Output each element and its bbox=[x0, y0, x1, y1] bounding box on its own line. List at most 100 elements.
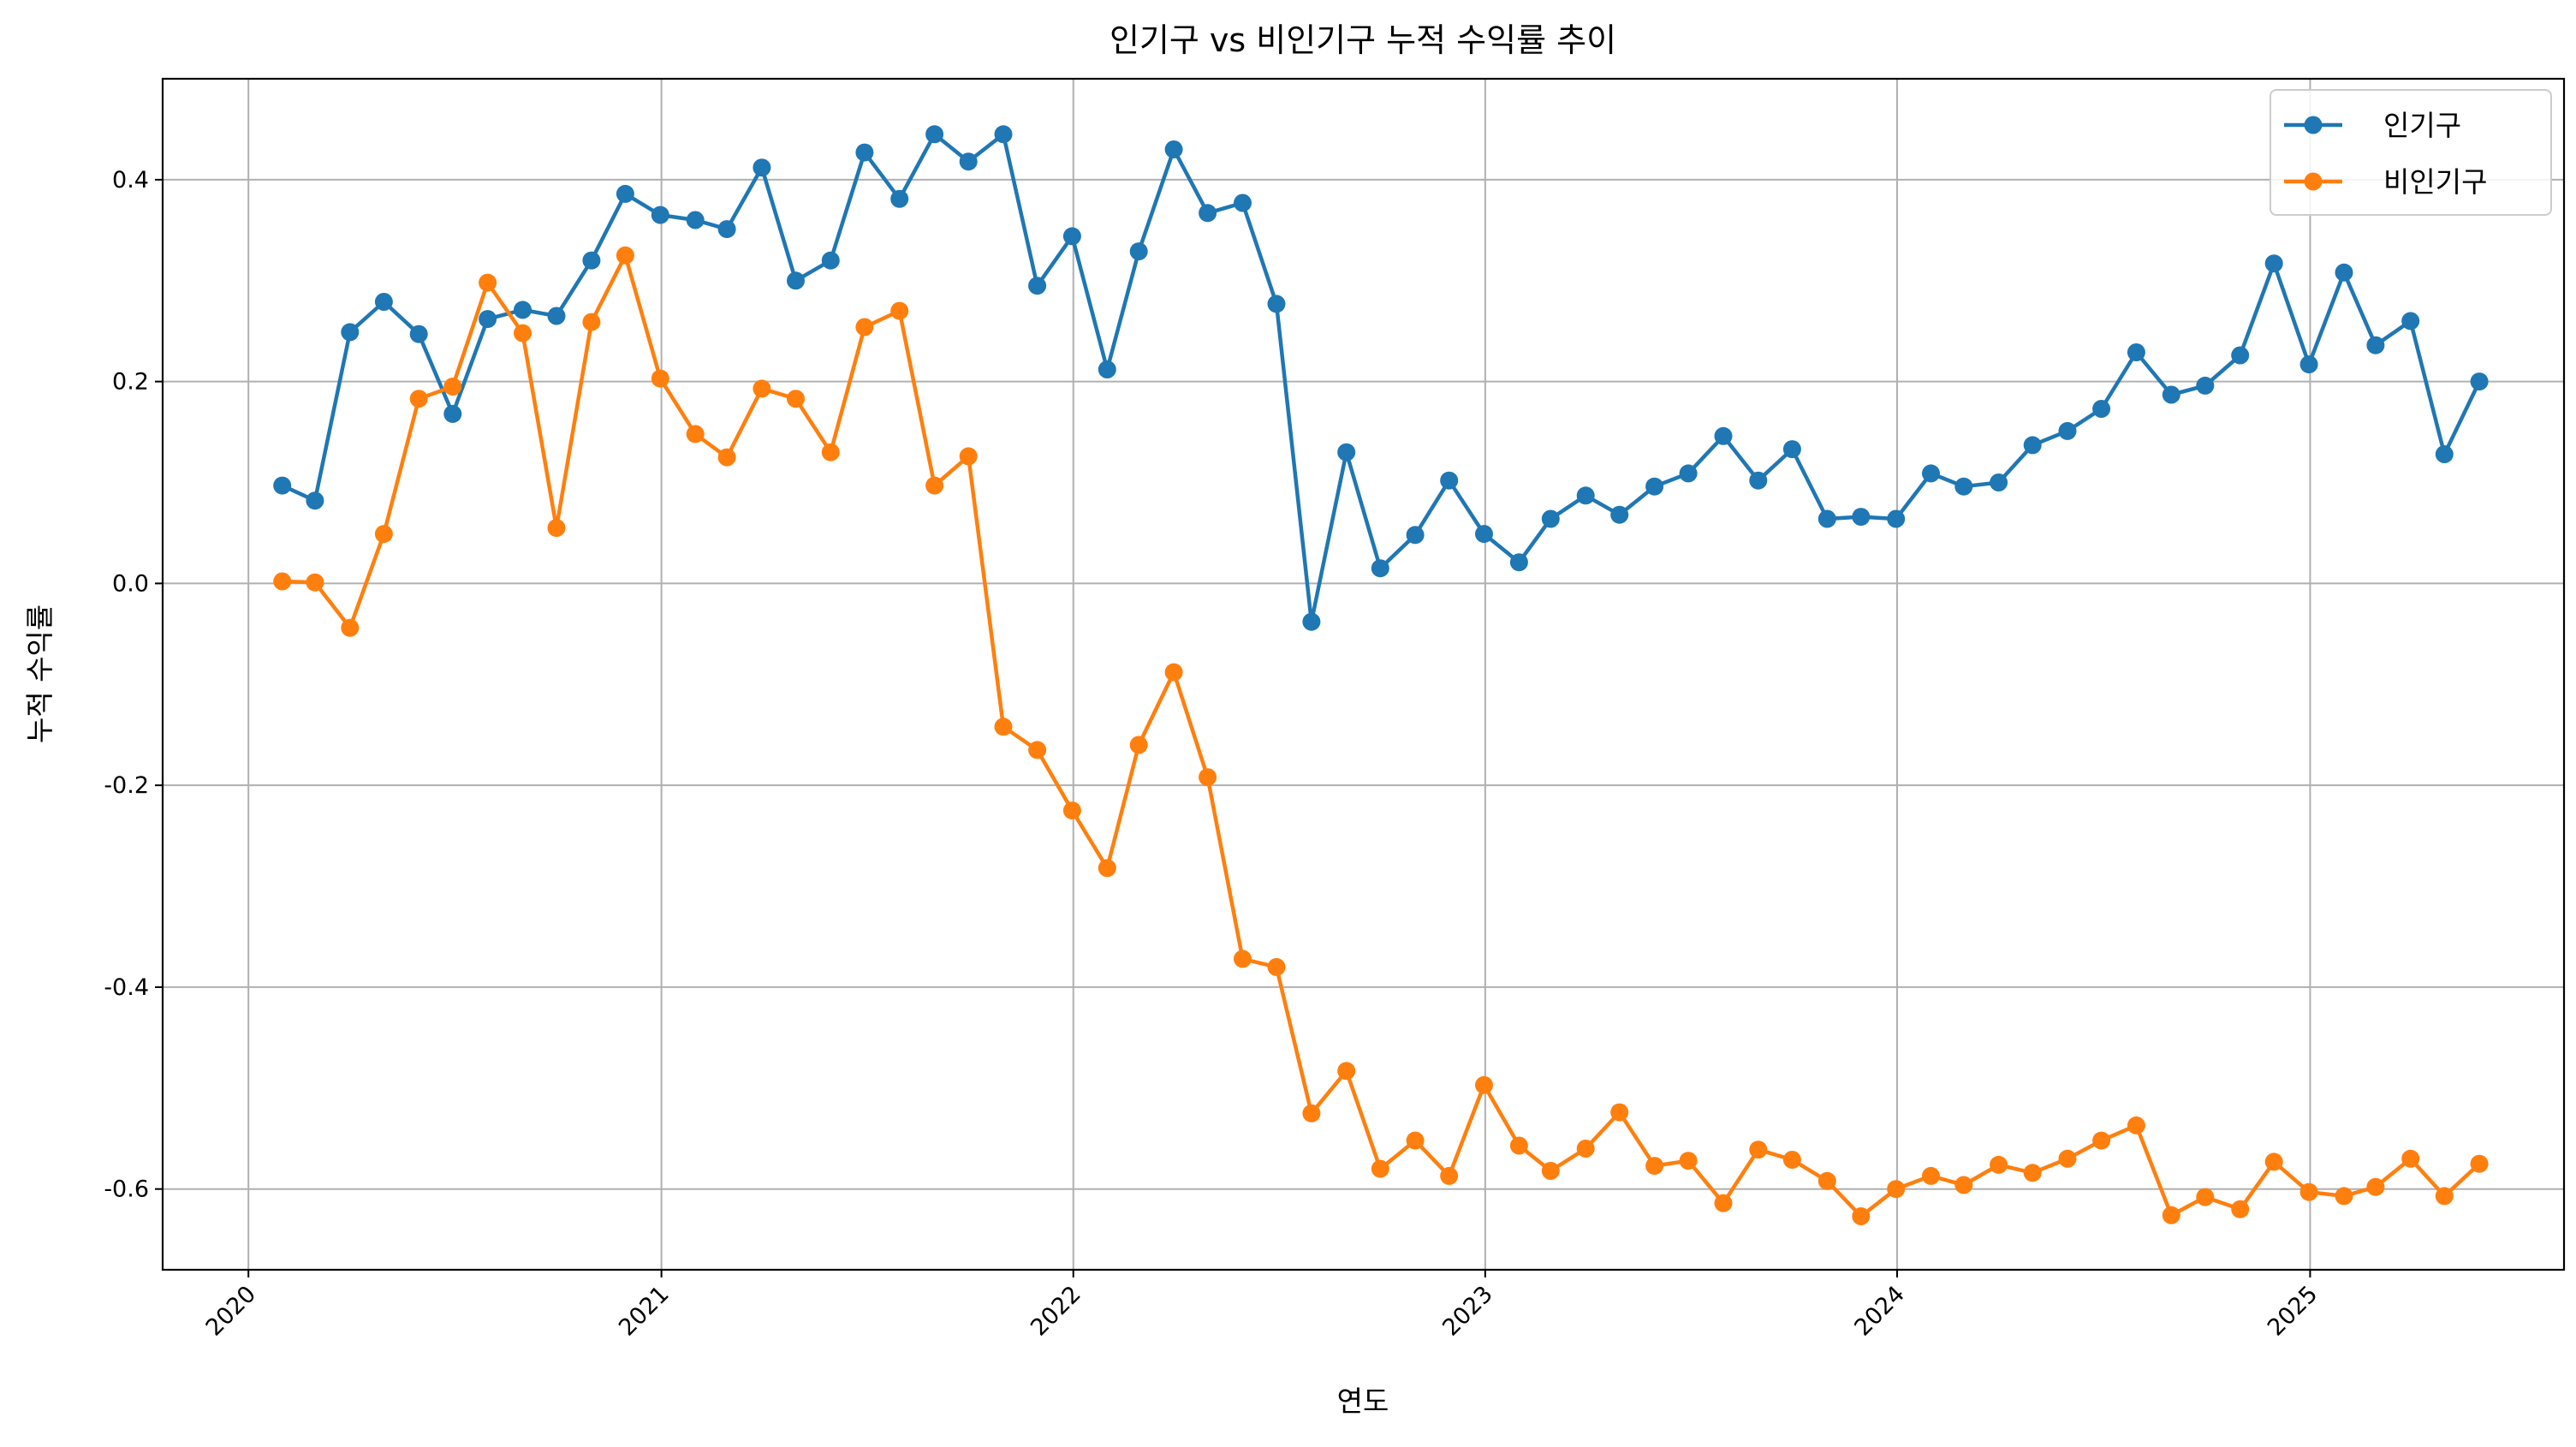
data-point bbox=[443, 404, 462, 423]
data-point bbox=[1440, 1166, 1459, 1185]
data-point bbox=[1371, 1159, 1389, 1178]
data-point bbox=[1610, 505, 1629, 524]
data-point bbox=[479, 273, 497, 292]
data-point bbox=[582, 313, 601, 331]
y-axis-title: 누적 수익률 bbox=[23, 604, 57, 743]
data-point bbox=[1817, 1171, 1836, 1190]
data-point bbox=[2366, 1177, 2385, 1196]
data-point bbox=[2264, 254, 2283, 273]
data-point bbox=[1062, 801, 1081, 820]
data-point bbox=[959, 152, 978, 171]
data-point bbox=[1922, 1166, 1940, 1185]
data-point bbox=[994, 125, 1013, 144]
data-point bbox=[2470, 1154, 2489, 1173]
data-point bbox=[341, 323, 360, 342]
data-point bbox=[753, 379, 771, 398]
data-point bbox=[1337, 443, 1356, 461]
data-point bbox=[582, 251, 601, 270]
data-point bbox=[547, 307, 566, 325]
y-tick-label: 0.2 bbox=[112, 369, 149, 396]
data-point bbox=[409, 390, 428, 408]
data-point bbox=[341, 618, 360, 637]
data-point bbox=[1062, 227, 1081, 246]
data-point bbox=[1782, 440, 1801, 459]
data-point bbox=[1406, 526, 1425, 545]
data-point bbox=[1576, 486, 1595, 505]
data-point bbox=[1406, 1131, 1425, 1150]
data-point bbox=[1164, 140, 1183, 158]
data-point bbox=[1098, 360, 1116, 378]
data-point bbox=[994, 718, 1013, 736]
data-point bbox=[1645, 1157, 1664, 1176]
data-point bbox=[1887, 509, 1906, 528]
data-point bbox=[2162, 1206, 2180, 1224]
data-point bbox=[1887, 1180, 1906, 1199]
data-point bbox=[273, 476, 292, 495]
data-point bbox=[2470, 372, 2489, 391]
data-point bbox=[753, 158, 771, 177]
data-point bbox=[1164, 663, 1183, 682]
data-point bbox=[514, 301, 532, 319]
data-point bbox=[2196, 376, 2215, 395]
data-point bbox=[1922, 464, 1940, 483]
data-point bbox=[1129, 735, 1148, 754]
data-point bbox=[787, 271, 805, 290]
series-layer bbox=[273, 125, 2489, 1225]
legend-label-unpopular: 비인기구 bbox=[2383, 165, 2487, 199]
data-point bbox=[2401, 1149, 2420, 1168]
data-point bbox=[1645, 477, 1664, 496]
data-point bbox=[2092, 1131, 2111, 1150]
data-point bbox=[2092, 400, 2111, 418]
data-point bbox=[1475, 525, 1493, 544]
data-point bbox=[1337, 1062, 1356, 1081]
y-tick-label: 0.0 bbox=[112, 570, 149, 597]
data-point bbox=[2058, 421, 2077, 440]
y-axis: -0.6 -0.4 -0.2 0.0 0.2 0.4 bbox=[104, 167, 163, 1203]
data-point bbox=[1852, 508, 1871, 527]
data-point bbox=[686, 425, 705, 444]
data-point bbox=[1028, 741, 1047, 759]
data-point bbox=[2299, 1182, 2318, 1201]
data-point bbox=[855, 318, 874, 336]
data-point bbox=[2366, 336, 2385, 354]
data-point bbox=[1541, 1162, 1560, 1180]
legend-marker-popular bbox=[2304, 116, 2323, 134]
y-tick-label: -0.4 bbox=[104, 974, 149, 1001]
data-point bbox=[1749, 1140, 1768, 1159]
data-point bbox=[2023, 436, 2042, 455]
data-point bbox=[651, 205, 669, 224]
data-point bbox=[374, 293, 393, 311]
data-point bbox=[2401, 312, 2420, 330]
chart-title: 인기구 vs 비인기구 누적 수익률 추이 bbox=[1110, 21, 1616, 59]
data-point bbox=[409, 325, 428, 343]
data-point bbox=[1576, 1140, 1595, 1158]
data-point bbox=[547, 519, 566, 538]
data-point bbox=[890, 301, 909, 320]
legend-marker-unpopular bbox=[2304, 172, 2323, 191]
data-point bbox=[1714, 426, 1733, 445]
data-point bbox=[925, 125, 944, 144]
data-point bbox=[1267, 957, 1286, 976]
data-point bbox=[1302, 1104, 1321, 1122]
data-point bbox=[821, 443, 840, 461]
data-point bbox=[2264, 1152, 2283, 1171]
plot-frame bbox=[161, 77, 2566, 1271]
data-point bbox=[1098, 859, 1116, 878]
data-point bbox=[1509, 1136, 1528, 1155]
y-tick-label: -0.6 bbox=[104, 1176, 149, 1203]
data-point bbox=[1817, 509, 1836, 528]
x-axis-title: 연도 bbox=[1337, 1384, 1389, 1418]
data-point bbox=[1234, 194, 1252, 212]
data-point bbox=[717, 448, 736, 467]
data-point bbox=[306, 491, 324, 510]
data-point bbox=[2196, 1188, 2215, 1206]
data-point bbox=[443, 378, 462, 396]
data-point bbox=[1990, 473, 2008, 491]
data-point bbox=[1954, 477, 1973, 496]
data-point bbox=[2127, 343, 2145, 361]
data-point bbox=[787, 390, 805, 408]
data-point bbox=[1509, 553, 1528, 572]
data-point bbox=[1129, 242, 1148, 261]
